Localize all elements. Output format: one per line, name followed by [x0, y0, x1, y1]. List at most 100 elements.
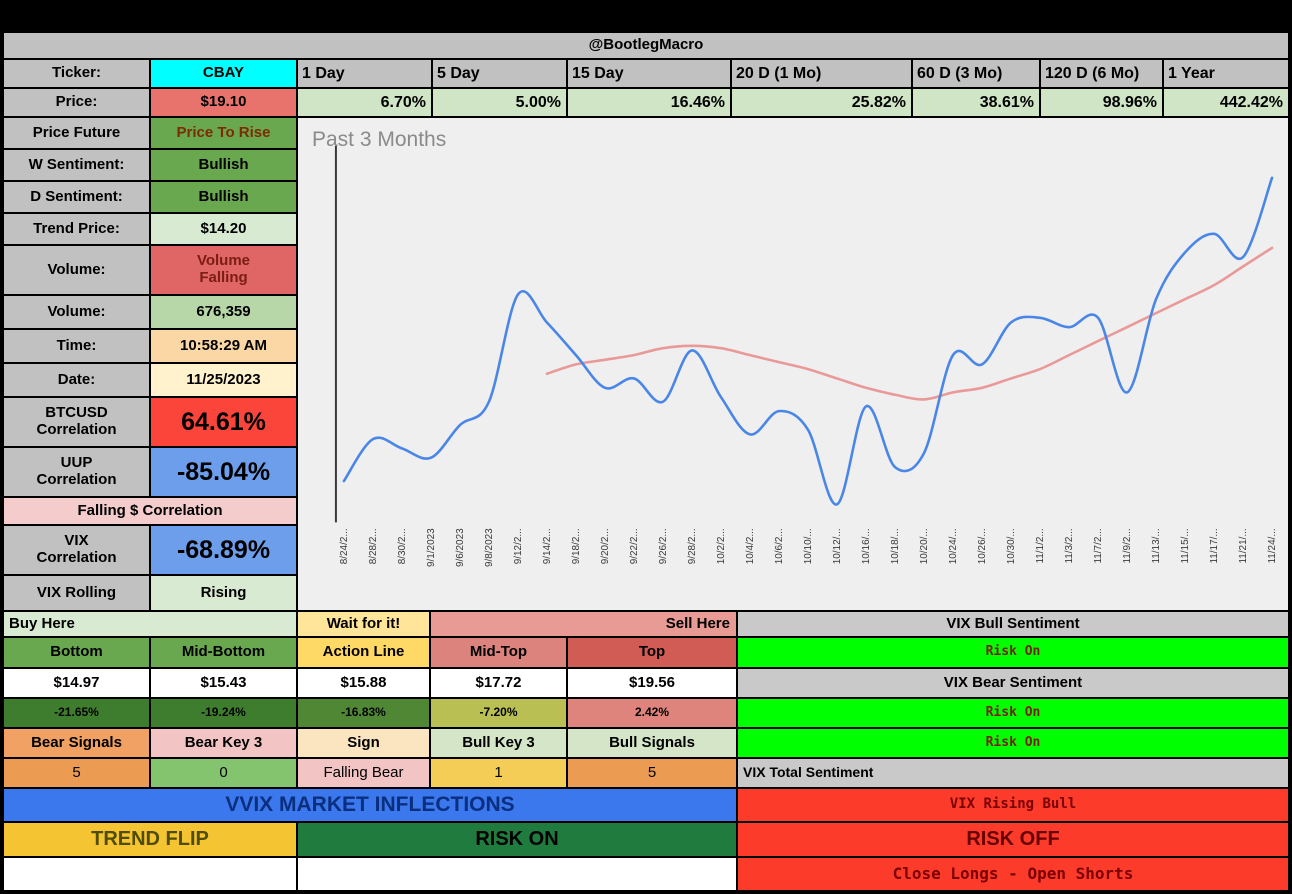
svg-text:10/16/...: 10/16/... — [861, 528, 872, 564]
wait-for-it-label: Wait for it! — [297, 611, 430, 637]
svg-text:11/21/...: 11/21/... — [1238, 528, 1249, 563]
price-chart: 8/24/2... 8/28/2... 8/30/2... 9/1/2023 9/6/2… — [297, 117, 1289, 611]
level-midbottom-pct: -19.24% — [150, 698, 297, 728]
price-chart-canvas: 8/24/2... 8/28/2... 8/30/2... 9/1/2023 9/6/2… — [334, 145, 1278, 567]
date-value: 11/25/2023 — [150, 363, 297, 397]
bull-key3-value: 1 — [430, 758, 567, 788]
ticker-value-cell[interactable]: CBAY — [150, 59, 297, 88]
bull-key3-header: Bull Key 3 — [430, 728, 567, 758]
svg-text:11/13/...: 11/13/... — [1151, 528, 1162, 563]
level-bottom-price: $14.97 — [3, 668, 150, 698]
signal-grid: Buy Here Wait for it! Sell Here VIX Bull… — [3, 611, 1289, 891]
svg-text:9/8/2023: 9/8/2023 — [484, 528, 495, 567]
change-1year: 442.42% — [1163, 88, 1289, 117]
svg-text:9/26/2...: 9/26/2... — [658, 528, 669, 564]
daily-sentiment-value: Bullish — [150, 181, 297, 213]
sign-header: Sign — [297, 728, 430, 758]
svg-text:8/24/2...: 8/24/2... — [339, 528, 350, 564]
level-midbottom-name: Mid-Bottom — [150, 637, 297, 668]
svg-text:9/6/2023: 9/6/2023 — [455, 528, 466, 567]
level-actionline-name: Action Line — [297, 637, 430, 668]
level-midbottom-price: $15.43 — [150, 668, 297, 698]
svg-text:10/18/...: 10/18/... — [890, 528, 901, 564]
top-black-bar — [0, 0, 1292, 32]
volume-value: 676,359 — [150, 295, 297, 329]
account-handle: @BootlegMacro — [3, 32, 1289, 59]
period-header-1day: 1 Day — [297, 59, 432, 88]
change-20d: 25.82% — [731, 88, 912, 117]
level-top-pct: 2.42% — [567, 698, 737, 728]
svg-text:9/1/2023: 9/1/2023 — [426, 528, 437, 567]
vix-bull-status: Risk On — [737, 637, 1289, 668]
svg-text:11/1/2...: 11/1/2... — [1035, 528, 1046, 563]
price-value: $19.10 — [150, 88, 297, 117]
summary-table: Ticker: CBAY 1 Day 5 Day 15 Day 20 D (1 … — [3, 59, 1289, 117]
volume-trend-label: Volume: — [3, 245, 150, 295]
vix-correlation-label: VIX Correlation — [3, 525, 150, 575]
time-label: Time: — [3, 329, 150, 363]
uup-correlation-value: -85.04% — [150, 447, 297, 497]
trend-price-label: Trend Price: — [3, 213, 150, 245]
svg-text:8/30/2...: 8/30/2... — [397, 528, 408, 564]
empty-cell-left — [3, 857, 297, 891]
price-future-label: Price Future — [3, 117, 150, 149]
vix-bull-sentiment-title: VIX Bull Sentiment — [737, 611, 1289, 637]
weekly-sentiment-value: Bullish — [150, 149, 297, 181]
vix-bear-sentiment-title: VIX Bear Sentiment — [737, 668, 1289, 698]
bear-signals-header: Bear Signals — [3, 728, 150, 758]
buy-here-label: Buy Here — [3, 611, 297, 637]
svg-text:11/15/...: 11/15/... — [1180, 528, 1191, 563]
svg-text:9/12/2...: 9/12/2... — [513, 528, 524, 564]
vix-rolling-label: VIX Rolling — [3, 575, 150, 611]
price-label: Price: — [3, 88, 150, 117]
period-header-60d: 60 D (3 Mo) — [912, 59, 1040, 88]
bear-key3-header: Bear Key 3 — [150, 728, 297, 758]
stats-panel: Price Future Price To Rise W Sentiment: … — [3, 117, 297, 611]
svg-text:9/18/2...: 9/18/2... — [571, 528, 582, 564]
svg-text:10/12/...: 10/12/... — [832, 528, 843, 564]
bull-signals-header: Bull Signals — [567, 728, 737, 758]
falling-dollar-banner: Falling $ Correlation — [3, 497, 297, 525]
change-5day: 5.00% — [432, 88, 567, 117]
level-top-name: Top — [567, 637, 737, 668]
svg-text:10/30/...: 10/30/... — [1006, 528, 1017, 564]
level-actionline-pct: -16.83% — [297, 698, 430, 728]
period-header-5day: 5 Day — [432, 59, 567, 88]
svg-text:11/7/2...: 11/7/2... — [1093, 528, 1104, 563]
vix-signal-status: Risk On — [737, 728, 1289, 758]
risk-off-banner: RISK OFF — [737, 822, 1289, 857]
svg-text:11/9/2...: 11/9/2... — [1122, 528, 1133, 563]
volume-label: Volume: — [3, 295, 150, 329]
level-midtop-pct: -7.20% — [430, 698, 567, 728]
vix-total-status: VIX Rising Bull — [737, 788, 1289, 822]
btcusd-correlation-label: BTCUSD Correlation — [3, 397, 150, 447]
trend-flip-banner: TREND FLIP — [3, 822, 297, 857]
svg-text:11/17/...: 11/17/... — [1209, 528, 1220, 563]
svg-text:10/24/...: 10/24/... — [948, 528, 959, 564]
svg-text:10/20/...: 10/20/... — [919, 528, 930, 564]
vix-rolling-value: Rising — [150, 575, 297, 611]
action-recommendation: Close Longs - Open Shorts — [737, 857, 1289, 891]
vix-bear-status: Risk On — [737, 698, 1289, 728]
period-header-1year: 1 Year — [1163, 59, 1289, 88]
svg-text:9/22/2...: 9/22/2... — [629, 528, 640, 564]
bull-signals-value: 5 — [567, 758, 737, 788]
btcusd-correlation-value: 64.61% — [150, 397, 297, 447]
change-15day: 16.46% — [567, 88, 731, 117]
svg-text:11/24/...: 11/24/... — [1267, 528, 1278, 563]
period-header-120d: 120 D (6 Mo) — [1040, 59, 1163, 88]
level-midtop-name: Mid-Top — [430, 637, 567, 668]
level-bottom-name: Bottom — [3, 637, 150, 668]
period-header-15day: 15 Day — [567, 59, 731, 88]
risk-on-banner: RISK ON — [297, 822, 737, 857]
level-actionline-price: $15.88 — [297, 668, 430, 698]
period-header-20d: 20 D (1 Mo) — [731, 59, 912, 88]
uup-correlation-label: UUP Correlation — [3, 447, 150, 497]
sell-here-label: Sell Here — [430, 611, 737, 637]
trend-price-value: $14.20 — [150, 213, 297, 245]
vix-correlation-value: -68.89% — [150, 525, 297, 575]
weekly-sentiment-label: W Sentiment: — [3, 149, 150, 181]
svg-text:10/4/2...: 10/4/2... — [745, 528, 756, 564]
chart-title: Past 3 Months — [312, 128, 447, 151]
